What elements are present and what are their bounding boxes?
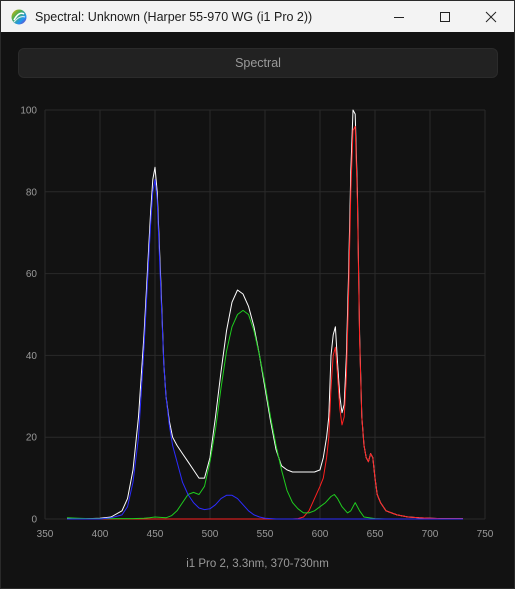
x-tick-label: 700 <box>422 529 439 540</box>
spectral-chart: 350 400 450 500 550 600 650 700 750 0 20 40 60 80 100 <box>20 106 494 541</box>
minimize-button[interactable] <box>376 1 422 32</box>
window-controls <box>376 1 514 32</box>
close-button[interactable] <box>468 1 514 32</box>
y-tick-label: 60 <box>26 269 38 280</box>
x-tick-label: 450 <box>147 529 164 540</box>
x-tick-label: 350 <box>37 529 54 540</box>
spectral-button[interactable]: Spectral <box>18 48 498 78</box>
x-tick-label: 500 <box>202 529 219 540</box>
x-tick-label: 400 <box>92 529 109 540</box>
x-tick-label: 550 <box>257 529 274 540</box>
maximize-icon <box>440 11 450 22</box>
y-tick-label: 80 <box>26 187 38 198</box>
x-tick-label: 750 <box>477 529 494 540</box>
app-logo-icon <box>11 9 27 24</box>
y-tick-label: 0 <box>31 515 37 526</box>
minimize-icon <box>394 16 404 18</box>
green-series-line <box>66 309 463 520</box>
maximize-button[interactable] <box>422 1 468 32</box>
chart-caption: i1 Pro 2, 3.3nm, 370-730nm <box>186 558 329 570</box>
blue-series-line <box>67 179 463 520</box>
x-tick-label: 600 <box>312 529 329 540</box>
y-tick-label: 20 <box>26 433 38 444</box>
title-bar[interactable]: Spectral: Unknown (Harper 55-970 WG (i1 … <box>1 1 514 32</box>
y-tick-label: 40 <box>26 351 38 362</box>
close-icon <box>485 11 497 22</box>
window-title: Spectral: Unknown (Harper 55-970 WG (i1 … <box>35 9 313 24</box>
x-tick-label: 650 <box>367 529 384 540</box>
y-tick-label: 100 <box>20 106 37 117</box>
